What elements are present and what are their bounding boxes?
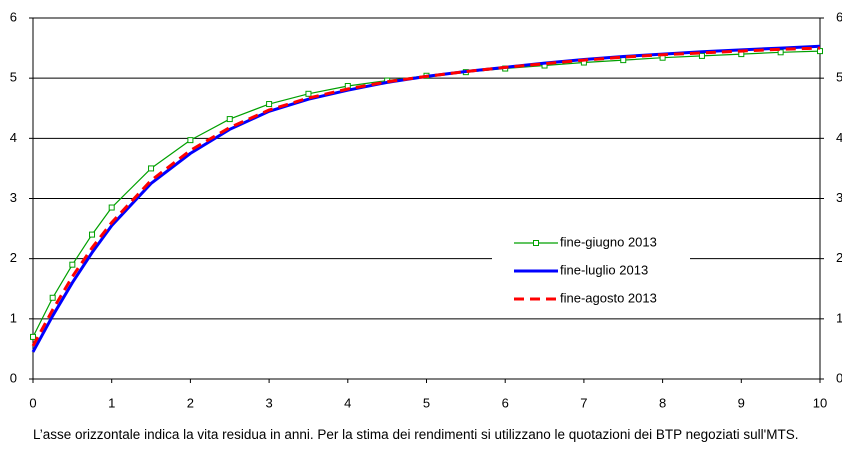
- x-tick-label: 5: [423, 395, 430, 410]
- legend-label: fine-giugno 2013: [560, 234, 657, 249]
- y2-tick-label: 2: [836, 250, 842, 265]
- footnote: L’asse orizzontale indica la vita residu…: [33, 427, 799, 442]
- y-tick-label: 6: [10, 9, 17, 24]
- marker: [148, 165, 155, 172]
- x-tick-label: 9: [738, 395, 745, 410]
- marker: [698, 52, 705, 59]
- x-tick-label: 3: [265, 395, 272, 410]
- x-tick-label: 8: [659, 395, 666, 410]
- marker: [49, 294, 56, 301]
- marker: [266, 101, 273, 108]
- x-tick-label: 10: [813, 395, 827, 410]
- marker: [30, 333, 36, 340]
- marker: [620, 57, 627, 64]
- marker: [305, 90, 312, 97]
- marker: [69, 261, 76, 268]
- y-tick-label: 2: [10, 250, 17, 265]
- y-tick-label: 5: [10, 70, 17, 85]
- y2-tick-label: 5: [836, 70, 842, 85]
- legend-label: fine-agosto 2013: [560, 290, 657, 305]
- marker: [777, 49, 784, 56]
- y-tick-label: 4: [10, 130, 17, 145]
- y2-tick-label: 1: [836, 310, 842, 325]
- marker: [187, 137, 194, 144]
- x-tick-label: 7: [580, 395, 587, 410]
- y2-tick-label: 3: [836, 190, 842, 205]
- legend-marker: [533, 240, 539, 246]
- y-tick-label: 1: [10, 310, 17, 325]
- x-tick-label: 6: [502, 395, 509, 410]
- y-tick-label: 3: [10, 190, 17, 205]
- series-line: [31, 46, 821, 347]
- y-tick-label: 0: [10, 370, 17, 385]
- marker: [226, 116, 233, 123]
- y2-tick-label: 0: [836, 370, 842, 385]
- plot-border: [32, 17, 821, 380]
- x-tick-label: 2: [187, 395, 194, 410]
- x-tick-label: 1: [108, 395, 115, 410]
- x-tick-label: 4: [344, 395, 351, 410]
- marker: [108, 204, 115, 211]
- chart: 0 1 2 3 4 5 6 0 1 2 3 4 5 6 0 1 2 3 4 5 6 7 8 9 10 fine-giugno 20…: [10, 9, 842, 410]
- x-tick-label: 0: [29, 395, 36, 410]
- series-line: [31, 44, 821, 353]
- y2-tick-label: 4: [836, 130, 842, 145]
- y2-tick-label: 6: [836, 9, 842, 24]
- marker: [89, 231, 96, 238]
- series-line: [32, 50, 821, 338]
- legend-label: fine-luglio 2013: [560, 262, 648, 277]
